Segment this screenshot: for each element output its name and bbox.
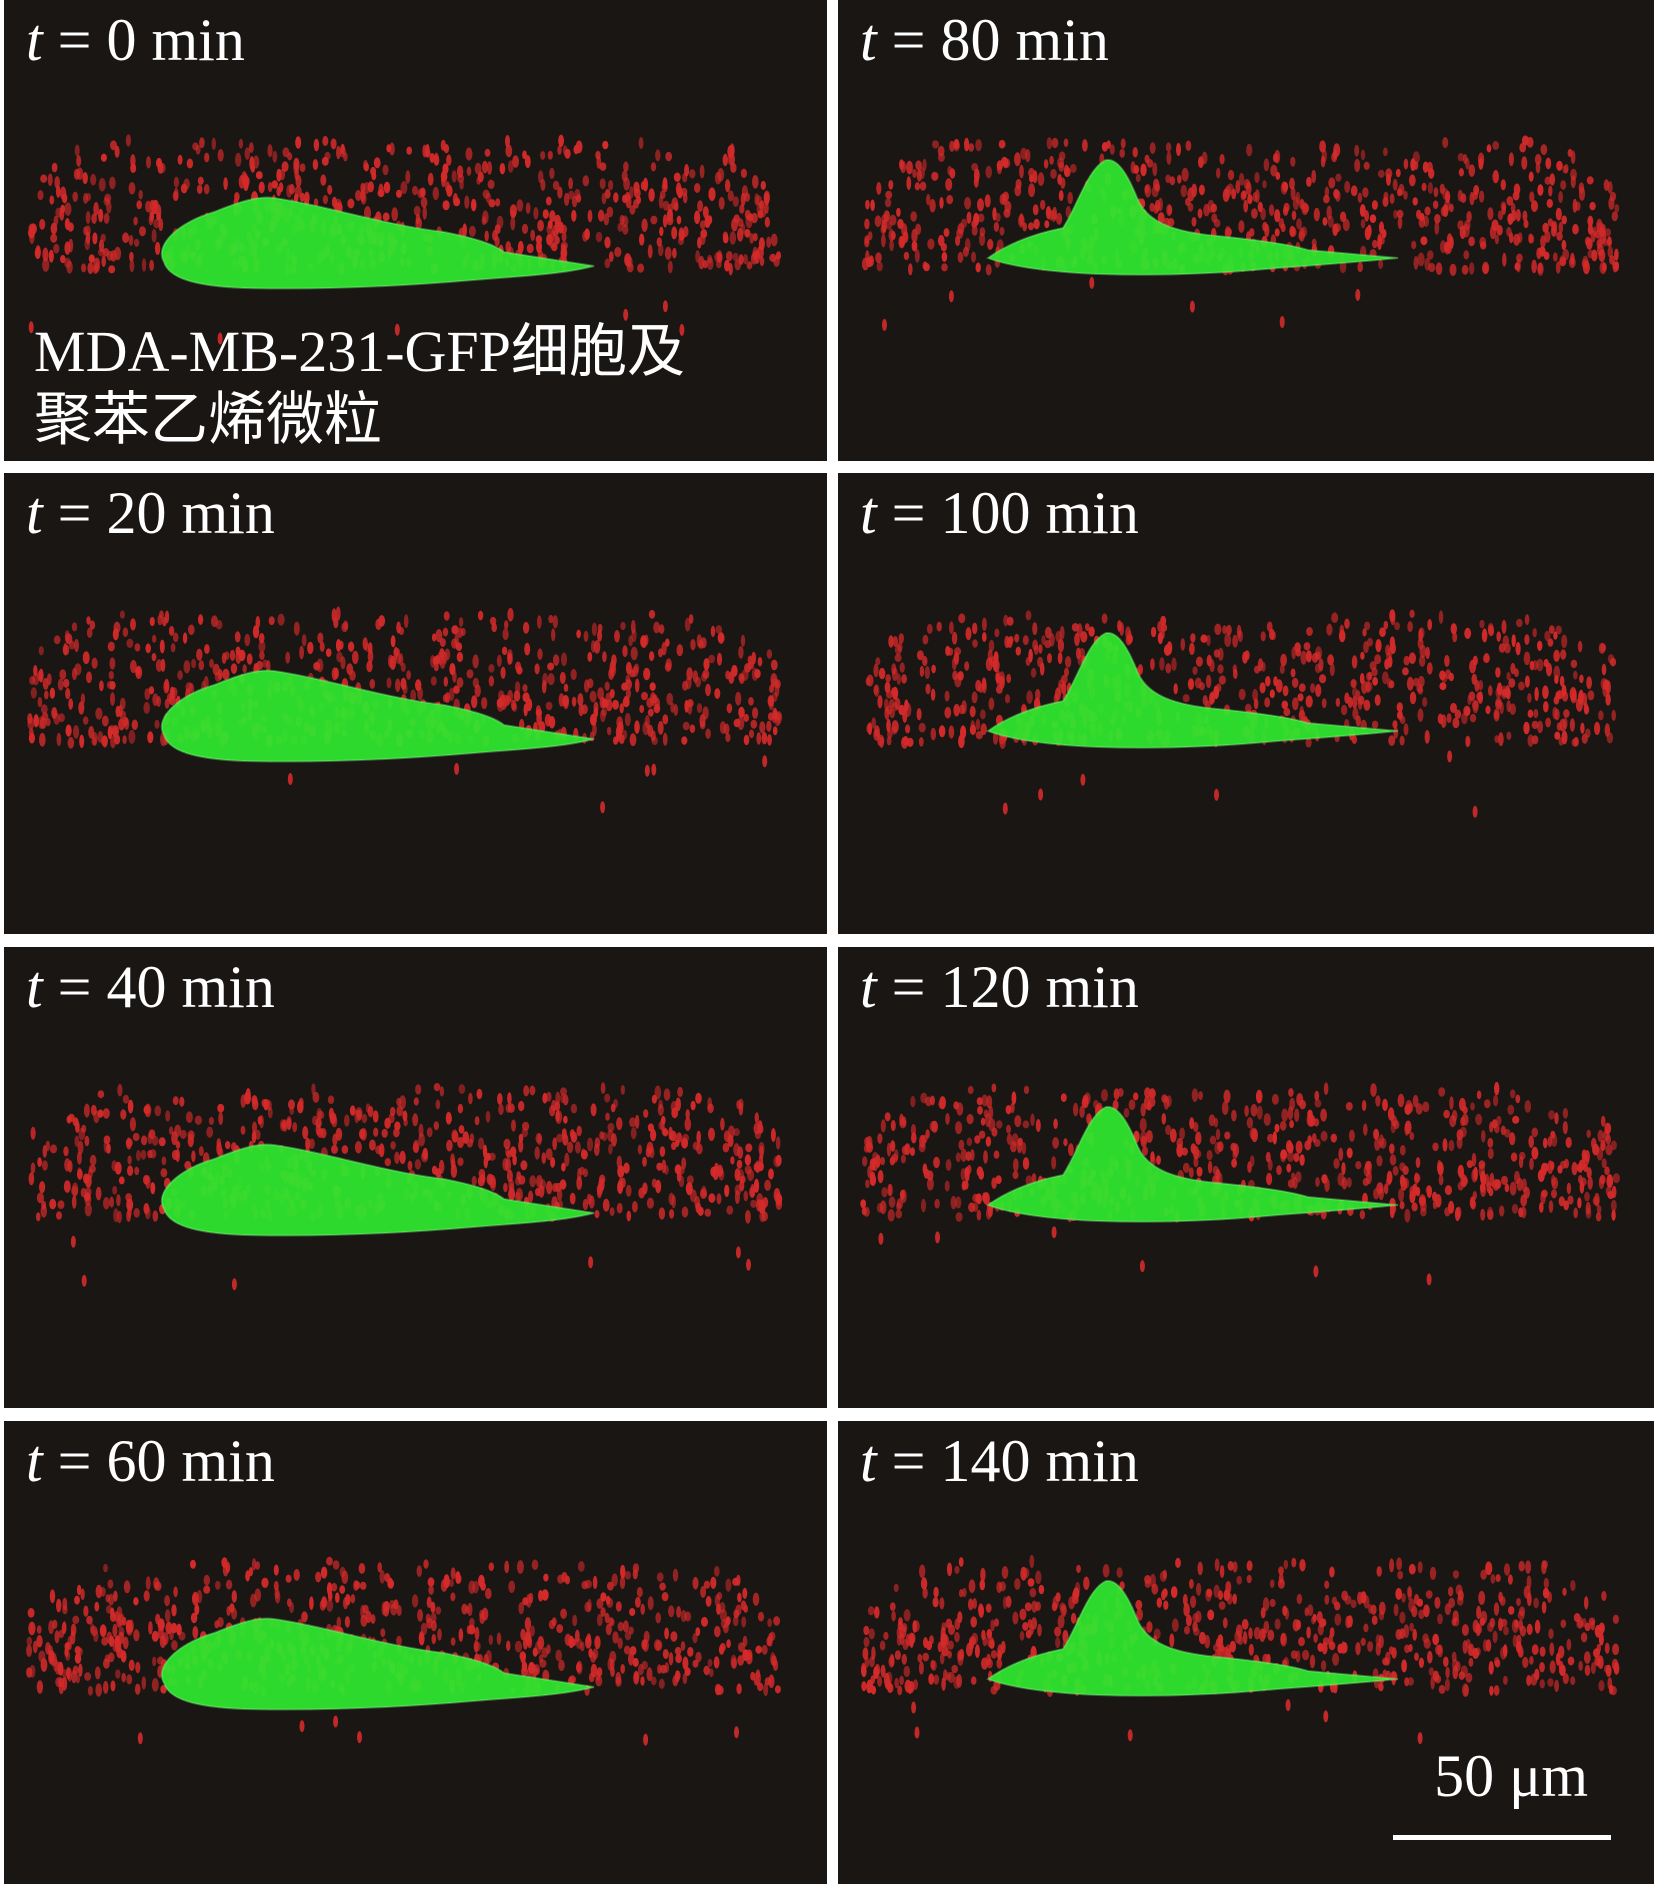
panel-time-label: t = 0 min [26, 7, 245, 73]
gfp-cell [988, 632, 1398, 748]
gfp-cell [988, 1580, 1398, 1696]
caption-line-1: MDA-MB-231-GFP细胞及 [34, 319, 685, 384]
particle-cloud [860, 1081, 1620, 1286]
panel-t-80: t = 80 min [838, 0, 1654, 461]
gfp-cell [161, 1144, 595, 1236]
particle-cloud [861, 135, 1620, 331]
panel-t-100: t = 100 min [838, 473, 1654, 934]
panel-time-label: t = 40 min [26, 954, 275, 1020]
micrograph-image [27, 606, 783, 814]
micrograph-image [28, 1082, 783, 1291]
panel-t-60: t = 60 min [4, 1421, 827, 1884]
panel-time-label: t = 80 min [860, 7, 1109, 73]
gfp-cell [161, 1618, 595, 1710]
micrograph-image [865, 609, 1617, 818]
panel-time-label: t = 140 min [860, 1428, 1139, 1494]
micrograph-image [861, 135, 1620, 331]
panel-t-20: t = 20 min [4, 473, 827, 934]
gfp-cell [161, 197, 595, 289]
scale-bar-label: 50 μm [1434, 1743, 1588, 1809]
scale-bar [1393, 1835, 1611, 1840]
panel-t-0: t = 0 min MDA-MB-231-GFP细胞及 聚苯乙烯微粒 [4, 0, 827, 461]
caption-line-2: 聚苯乙烯微粒 [34, 387, 383, 452]
panel-time-label: t = 120 min [860, 954, 1139, 1020]
panel-time-label: t = 60 min [26, 1428, 275, 1494]
sample-caption: MDA-MB-231-GFP细胞及 聚苯乙烯微粒 [34, 318, 685, 454]
micrograph-image [860, 1081, 1620, 1286]
micrograph-image [860, 1554, 1620, 1745]
panel-t-40: t = 40 min [4, 947, 827, 1408]
panel-time-label: t = 100 min [860, 480, 1139, 546]
panel-time-label: t = 20 min [26, 480, 275, 546]
particle-cloud [860, 1554, 1620, 1745]
panel-t-140: t = 140 min 50 μm [838, 1421, 1654, 1884]
gfp-cell [988, 1106, 1398, 1222]
micrograph-image [28, 134, 782, 345]
gfp-cell [988, 159, 1398, 275]
micrograph-image [26, 1556, 781, 1746]
panel-t-120: t = 120 min [838, 947, 1654, 1408]
gfp-cell [161, 670, 595, 762]
